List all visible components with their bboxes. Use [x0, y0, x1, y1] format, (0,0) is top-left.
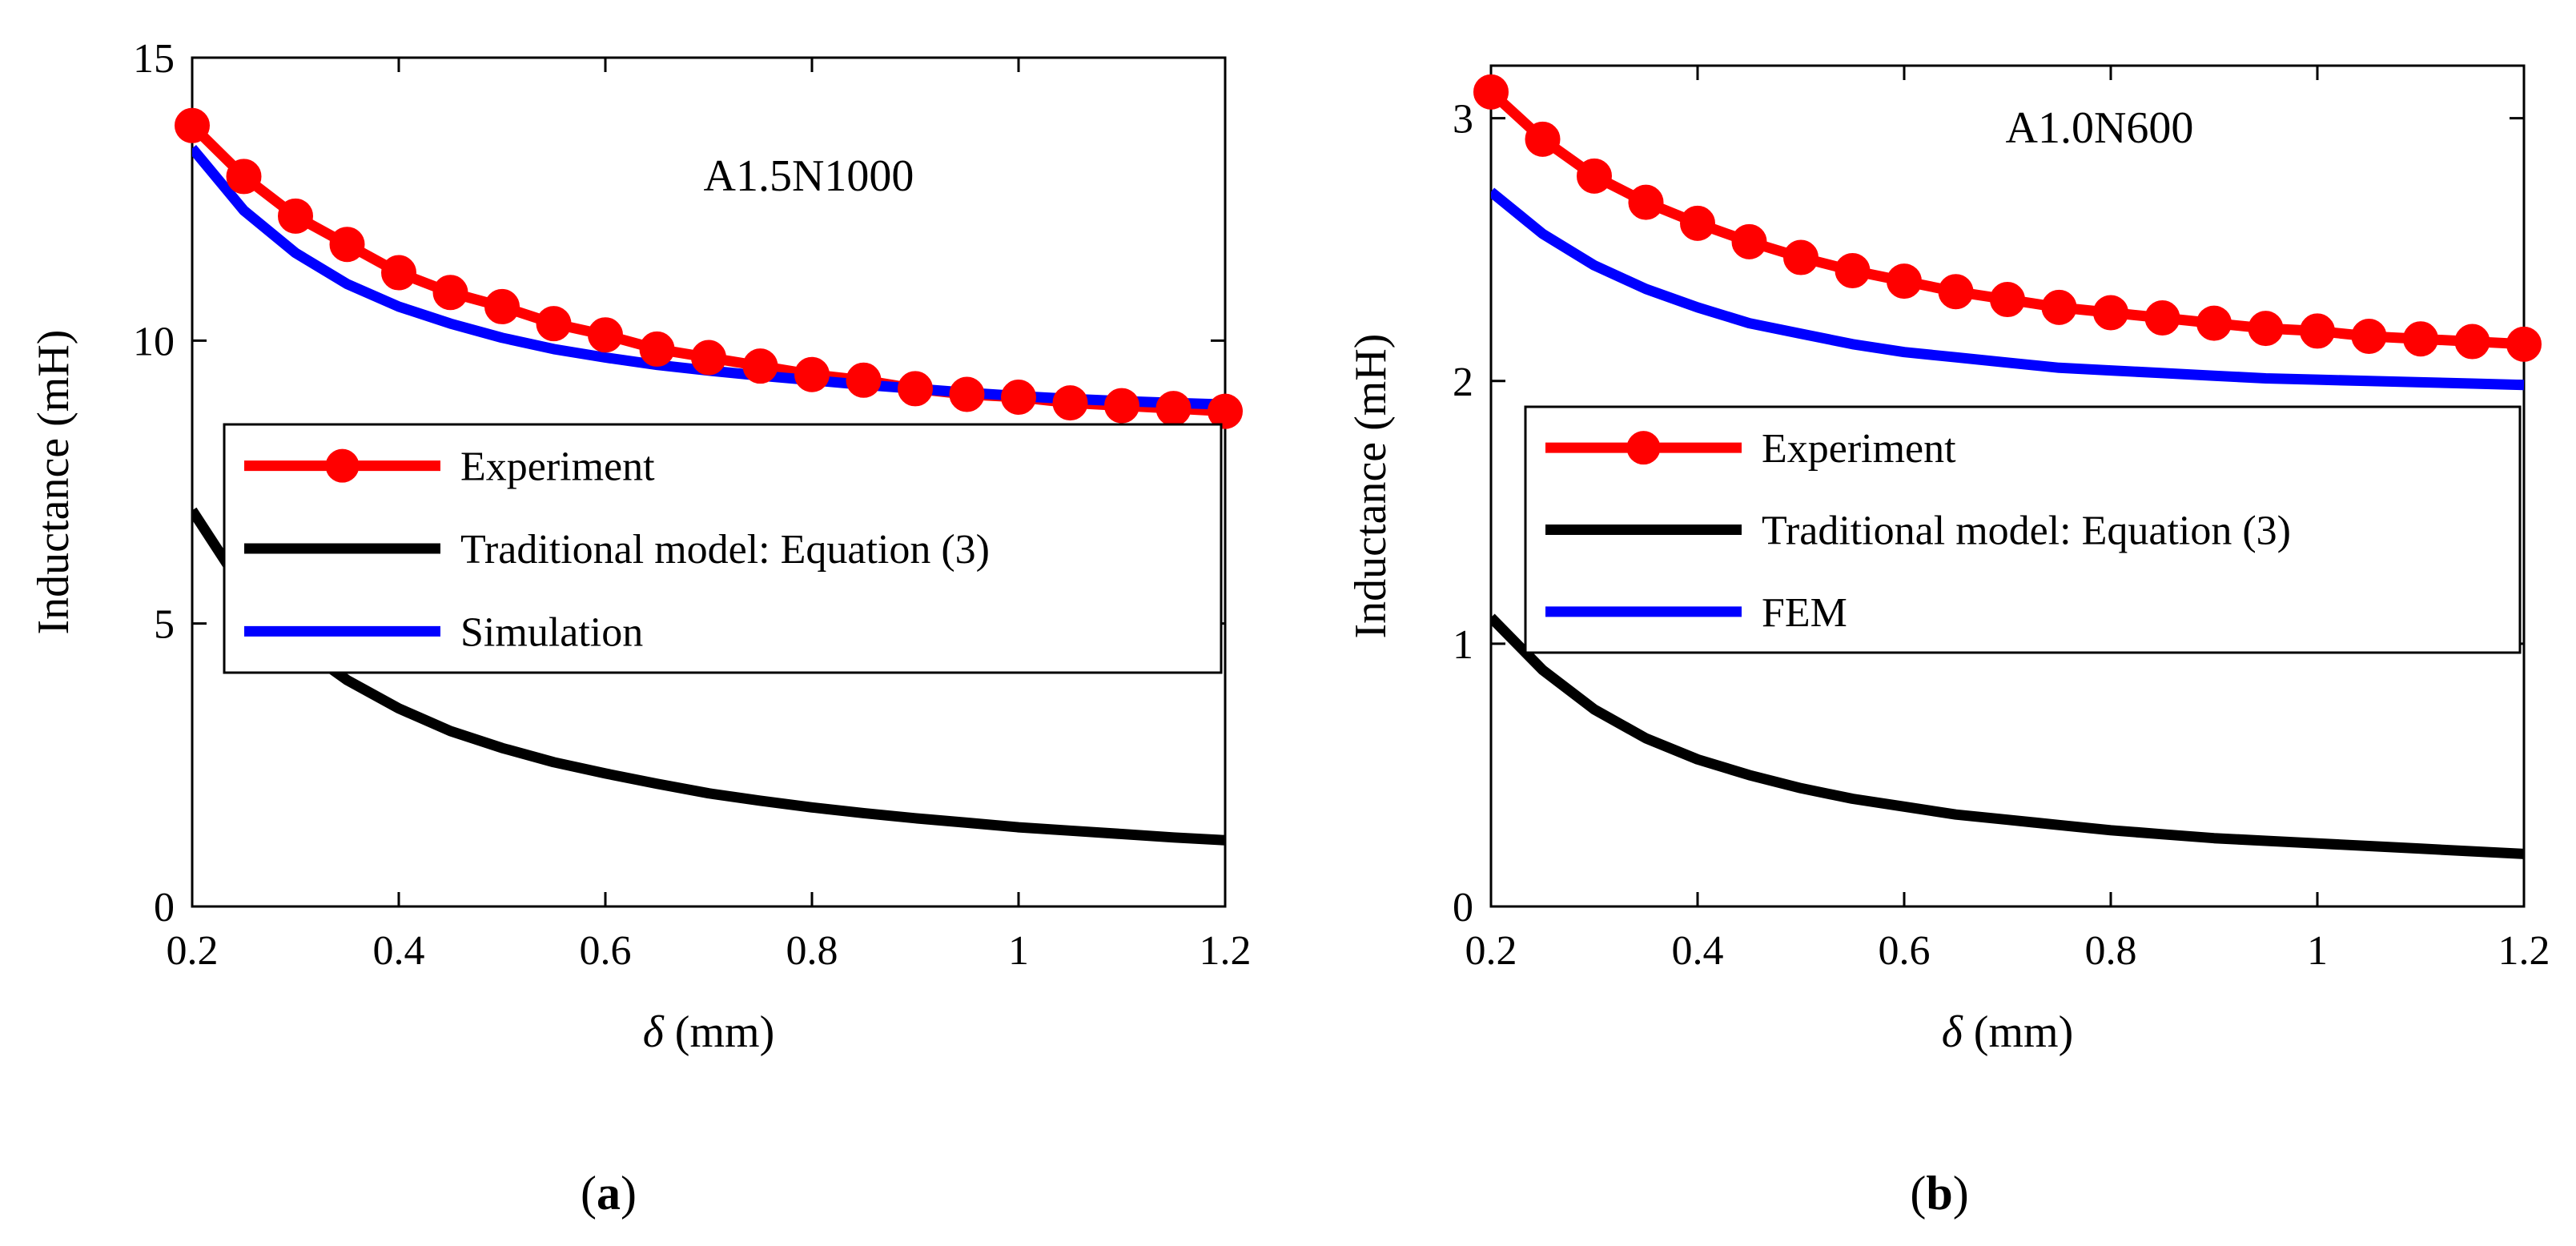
data-point [1783, 239, 1818, 275]
x-tick-label: 1 [1008, 928, 1029, 974]
data-point [484, 288, 520, 324]
x-tick-label: 0.4 [1672, 928, 1724, 974]
data-point [536, 306, 572, 342]
series-line-2 [1491, 187, 2525, 391]
data-point [381, 255, 416, 291]
y-tick-label: 2 [1453, 360, 1473, 405]
y-tick-label: 3 [1453, 97, 1473, 143]
x-tick-label: 1 [2307, 928, 2328, 974]
data-point [1473, 74, 1509, 110]
data-point [794, 356, 830, 392]
data-point [2351, 318, 2387, 354]
data-point [1990, 282, 2025, 318]
y-tick-label: 0 [1453, 885, 1473, 930]
x-tick-label: 0.8 [786, 928, 838, 974]
panel-caption: (b) [1910, 1167, 1968, 1220]
panel-annotation: A1.0N600 [2006, 103, 2194, 153]
y-tick-label: 5 [154, 602, 175, 648]
y-axis-label: Inductance (mH) [29, 330, 78, 635]
data-point [1938, 274, 1974, 310]
data-point [1680, 205, 1715, 241]
legend-marker [325, 448, 360, 483]
x-tick-label: 0.8 [2085, 928, 2137, 974]
data-point [846, 362, 882, 398]
data-point [639, 331, 675, 367]
data-point [278, 198, 313, 234]
data-point [2196, 305, 2232, 341]
y-tick-label: 0 [154, 885, 175, 930]
y-tick-label: 10 [133, 319, 175, 364]
x-tick-label: 1.2 [1200, 928, 1252, 974]
series-line-1 [192, 507, 1226, 846]
chart-panel-b: 0.2 0.4 0.6 0.8 1 1.2 0 1 2 3 A1.0N600 Experiment Tr… [1346, 64, 2550, 1220]
legend-marker [1626, 431, 1661, 465]
y-tick-label: 1 [1453, 622, 1473, 668]
data-point [2506, 326, 2542, 362]
data-point [1525, 121, 1561, 157]
x-tick-label: 0.4 [373, 928, 425, 974]
legend-label: Traditional model: Equation (3) [1762, 508, 2291, 554]
x-tick-label: 0.6 [580, 928, 632, 974]
data-point [949, 376, 985, 412]
x-tick-label: 1.2 [2498, 928, 2550, 974]
x-tick-label: 0.6 [1879, 928, 1931, 974]
data-point [1731, 223, 1767, 259]
series-line-1 [1491, 613, 2525, 859]
data-point [329, 227, 365, 263]
data-point [691, 340, 726, 376]
legend-label: Traditional model: Equation (3) [460, 527, 990, 573]
data-point [2248, 311, 2284, 347]
legend-label: Simulation [460, 609, 643, 655]
data-point [1001, 380, 1036, 415]
panel-annotation: A1.5N1000 [704, 151, 914, 201]
data-point [2093, 295, 2128, 331]
panel-caption: (a) [581, 1167, 637, 1220]
data-point [1577, 158, 1612, 194]
data-point [1835, 252, 1871, 288]
data-point [226, 159, 262, 195]
data-point [1628, 184, 1664, 220]
data-point [2403, 321, 2438, 357]
data-point [742, 348, 778, 384]
data-point [2454, 324, 2490, 360]
y-tick-label: 15 [133, 36, 175, 82]
legend-label: Experiment [460, 444, 655, 490]
data-point [2300, 313, 2335, 349]
legend-label: Experiment [1762, 426, 1956, 472]
y-axis-label: Inductance (mH) [1346, 334, 1396, 639]
data-point [898, 371, 933, 407]
data-point [1208, 393, 1243, 429]
data-point [1052, 385, 1088, 421]
data-point [432, 275, 468, 311]
data-point [1887, 263, 1922, 299]
data-point [1155, 391, 1192, 427]
x-tick-label: 0.2 [167, 928, 219, 974]
data-point [175, 107, 210, 143]
data-point [2041, 289, 2077, 325]
data-point [1104, 388, 1139, 424]
data-point [588, 317, 623, 353]
data-point [2144, 300, 2180, 336]
x-axis-label: δ (mm) [1942, 1007, 2073, 1057]
chart-panel-a: 0.2 0.4 0.6 0.8 1 1.2 0 5 10 15 A1.5N1000 Experimen… [29, 36, 1252, 1220]
x-axis-label: δ (mm) [643, 1007, 774, 1057]
x-tick-label: 0.2 [1465, 928, 1517, 974]
legend-label: FEM [1762, 590, 1847, 636]
